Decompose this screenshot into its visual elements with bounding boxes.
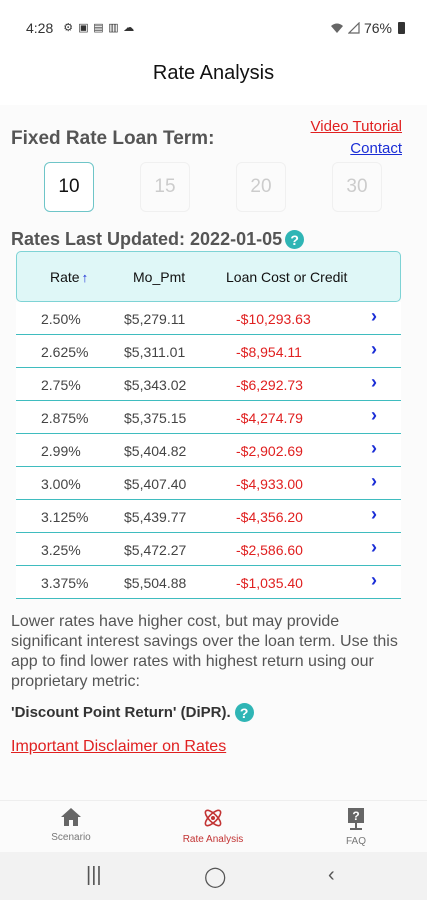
chevron-right-icon[interactable]: › <box>371 438 377 458</box>
table-row[interactable]: 2.625% $5,311.01 -$8,954.11 › <box>16 335 401 368</box>
row-cost: -$6,292.73 <box>236 377 303 393</box>
chevron-right-icon[interactable]: › <box>371 372 377 392</box>
row-cost: -$2,586.60 <box>236 542 303 558</box>
row-rate: 3.125% <box>41 509 89 525</box>
nav-label-scenario: Scenario <box>51 832 91 843</box>
table-row[interactable]: 3.125% $5,439.77 -$4,356.20 › <box>16 500 401 533</box>
help-icon[interactable]: ? <box>285 230 305 249</box>
nav-scenario[interactable]: Scenario <box>16 807 126 843</box>
row-rate: 2.75% <box>41 377 81 393</box>
row-rate: 3.00% <box>41 476 81 492</box>
row-rate: 2.875% <box>41 410 89 426</box>
row-rate: 2.50% <box>41 311 81 327</box>
row-cost: -$2,902.69 <box>236 443 303 459</box>
row-cost: -$8,954.11 <box>236 344 302 360</box>
video-tutorial-link[interactable]: Video Tutorial <box>310 118 402 135</box>
dipr-metric: 'Discount Point Return' (DiPR). ? <box>11 703 254 722</box>
clock: 4:28 <box>26 20 54 36</box>
row-payment: $5,504.88 <box>124 575 187 591</box>
table-row[interactable]: 2.99% $5,404.82 -$2,902.69 › <box>16 434 401 467</box>
header-mo-pmt[interactable]: Mo_Pmt <box>133 269 186 285</box>
chevron-right-icon[interactable]: › <box>371 570 377 590</box>
chevron-right-icon[interactable]: › <box>371 471 377 491</box>
row-cost: -$4,274.79 <box>236 410 303 426</box>
row-rate: 3.375% <box>41 575 89 591</box>
atom-icon <box>204 809 222 827</box>
row-rate: 3.25% <box>41 542 81 558</box>
nav-label-faq: FAQ <box>345 836 366 847</box>
row-payment: $5,279.11 <box>124 311 186 327</box>
term-label: Fixed Rate Loan Term: <box>11 128 215 149</box>
row-payment: $5,343.02 <box>124 377 187 393</box>
chevron-right-icon[interactable]: › <box>371 504 377 524</box>
page-title: Rate Analysis <box>152 62 275 84</box>
nav-rate-analysis[interactable]: Rate Analysis <box>158 807 268 845</box>
help-icon[interactable]: ? <box>234 703 254 722</box>
question-board-icon: ? <box>348 808 364 830</box>
status-left: 4:28 ⚙ ▣ ▤ ▥ ☁ <box>26 20 134 36</box>
term-option-15[interactable]: 15 <box>140 162 190 212</box>
cloud-icon: ☁ <box>123 21 135 34</box>
row-cost: -$4,933.00 <box>236 476 303 492</box>
screen-icon: ▥ <box>108 21 119 34</box>
row-payment: $5,472.27 <box>124 542 187 558</box>
status-bar: 4:28 ⚙ ▣ ▤ ▥ ☁ 76% <box>0 0 427 56</box>
home-icon <box>61 808 81 826</box>
rate-table-rows: 2.50% $5,279.11 -$10,293.63 › 2.625% $5,… <box>16 302 401 599</box>
chevron-right-icon[interactable]: › <box>371 537 377 557</box>
rates-updated: Rates Last Updated: 2022-01-05 ? <box>11 229 305 250</box>
settings-icon: ⚙ <box>63 21 74 34</box>
header-rate-label: Rate <box>50 269 80 285</box>
recents-icon[interactable]: ||| <box>86 864 102 886</box>
table-row[interactable]: 2.75% $5,343.02 -$6,292.73 › <box>16 368 401 401</box>
row-payment: $5,404.82 <box>124 443 187 459</box>
row-cost: -$1,035.40 <box>236 575 303 591</box>
bottom-nav: Scenario Rate Analysis ? FAQ <box>0 800 427 853</box>
chevron-right-icon[interactable]: › <box>371 405 377 425</box>
row-payment: $5,311.01 <box>124 344 186 360</box>
cast-icon: ▤ <box>93 21 104 34</box>
nav-faq[interactable]: ? FAQ <box>301 807 411 847</box>
table-row[interactable]: 3.375% $5,504.88 -$1,035.40 › <box>16 566 401 599</box>
table-row[interactable]: 2.875% $5,375.15 -$4,274.79 › <box>16 401 401 434</box>
row-payment: $5,439.77 <box>124 509 187 525</box>
disclaimer-link[interactable]: Important Disclaimer on Rates <box>11 738 227 755</box>
term-selector: 10 15 20 30 <box>44 162 384 212</box>
row-rate: 2.99% <box>41 443 81 459</box>
table-header: Rate ↑ Mo_Pmt Loan Cost or Credit <box>16 251 401 302</box>
battery-icon <box>398 22 405 34</box>
row-rate: 2.625% <box>41 344 89 360</box>
home-circle-icon[interactable]: ◯ <box>204 866 227 888</box>
description-text: Lower rates have higher cost, but may pr… <box>11 613 398 690</box>
row-cost: -$10,293.63 <box>236 311 311 327</box>
wifi-icon <box>330 23 343 33</box>
term-option-30[interactable]: 30 <box>332 162 382 212</box>
header-loan-cost[interactable]: Loan Cost or Credit <box>226 269 348 285</box>
row-payment: $5,375.15 <box>124 410 187 426</box>
nav-label-rate-analysis: Rate Analysis <box>182 834 244 845</box>
battery-percent: 76% <box>363 20 392 36</box>
dipr-label: 'Discount Point Return' (DiPR). <box>11 704 231 721</box>
status-right: 76% <box>330 20 405 36</box>
contact-link[interactable]: Contact <box>350 140 402 157</box>
chevron-right-icon[interactable]: › <box>371 306 377 326</box>
signal-icon <box>347 22 360 34</box>
table-row[interactable]: 2.50% $5,279.11 -$10,293.63 › <box>16 302 401 335</box>
chevron-right-icon[interactable]: › <box>371 339 377 359</box>
gallery-icon: ▣ <box>78 21 89 34</box>
table-row[interactable]: 3.00% $5,407.40 -$4,933.00 › <box>16 467 401 500</box>
back-icon[interactable]: ‹ <box>328 864 335 886</box>
rates-updated-label: Rates Last Updated: 2022-01-05 <box>11 229 283 249</box>
row-cost: -$4,356.20 <box>236 509 303 525</box>
header-rate[interactable]: Rate ↑ <box>50 269 88 285</box>
svg-text:?: ? <box>352 809 359 823</box>
term-option-10[interactable]: 10 <box>44 162 94 212</box>
term-option-20[interactable]: 20 <box>236 162 286 212</box>
sort-ascending-icon: ↑ <box>81 270 89 285</box>
table-row[interactable]: 3.25% $5,472.27 -$2,586.60 › <box>16 533 401 566</box>
row-payment: $5,407.40 <box>124 476 187 492</box>
system-nav-bar: ||| ◯ ‹ <box>0 852 427 900</box>
